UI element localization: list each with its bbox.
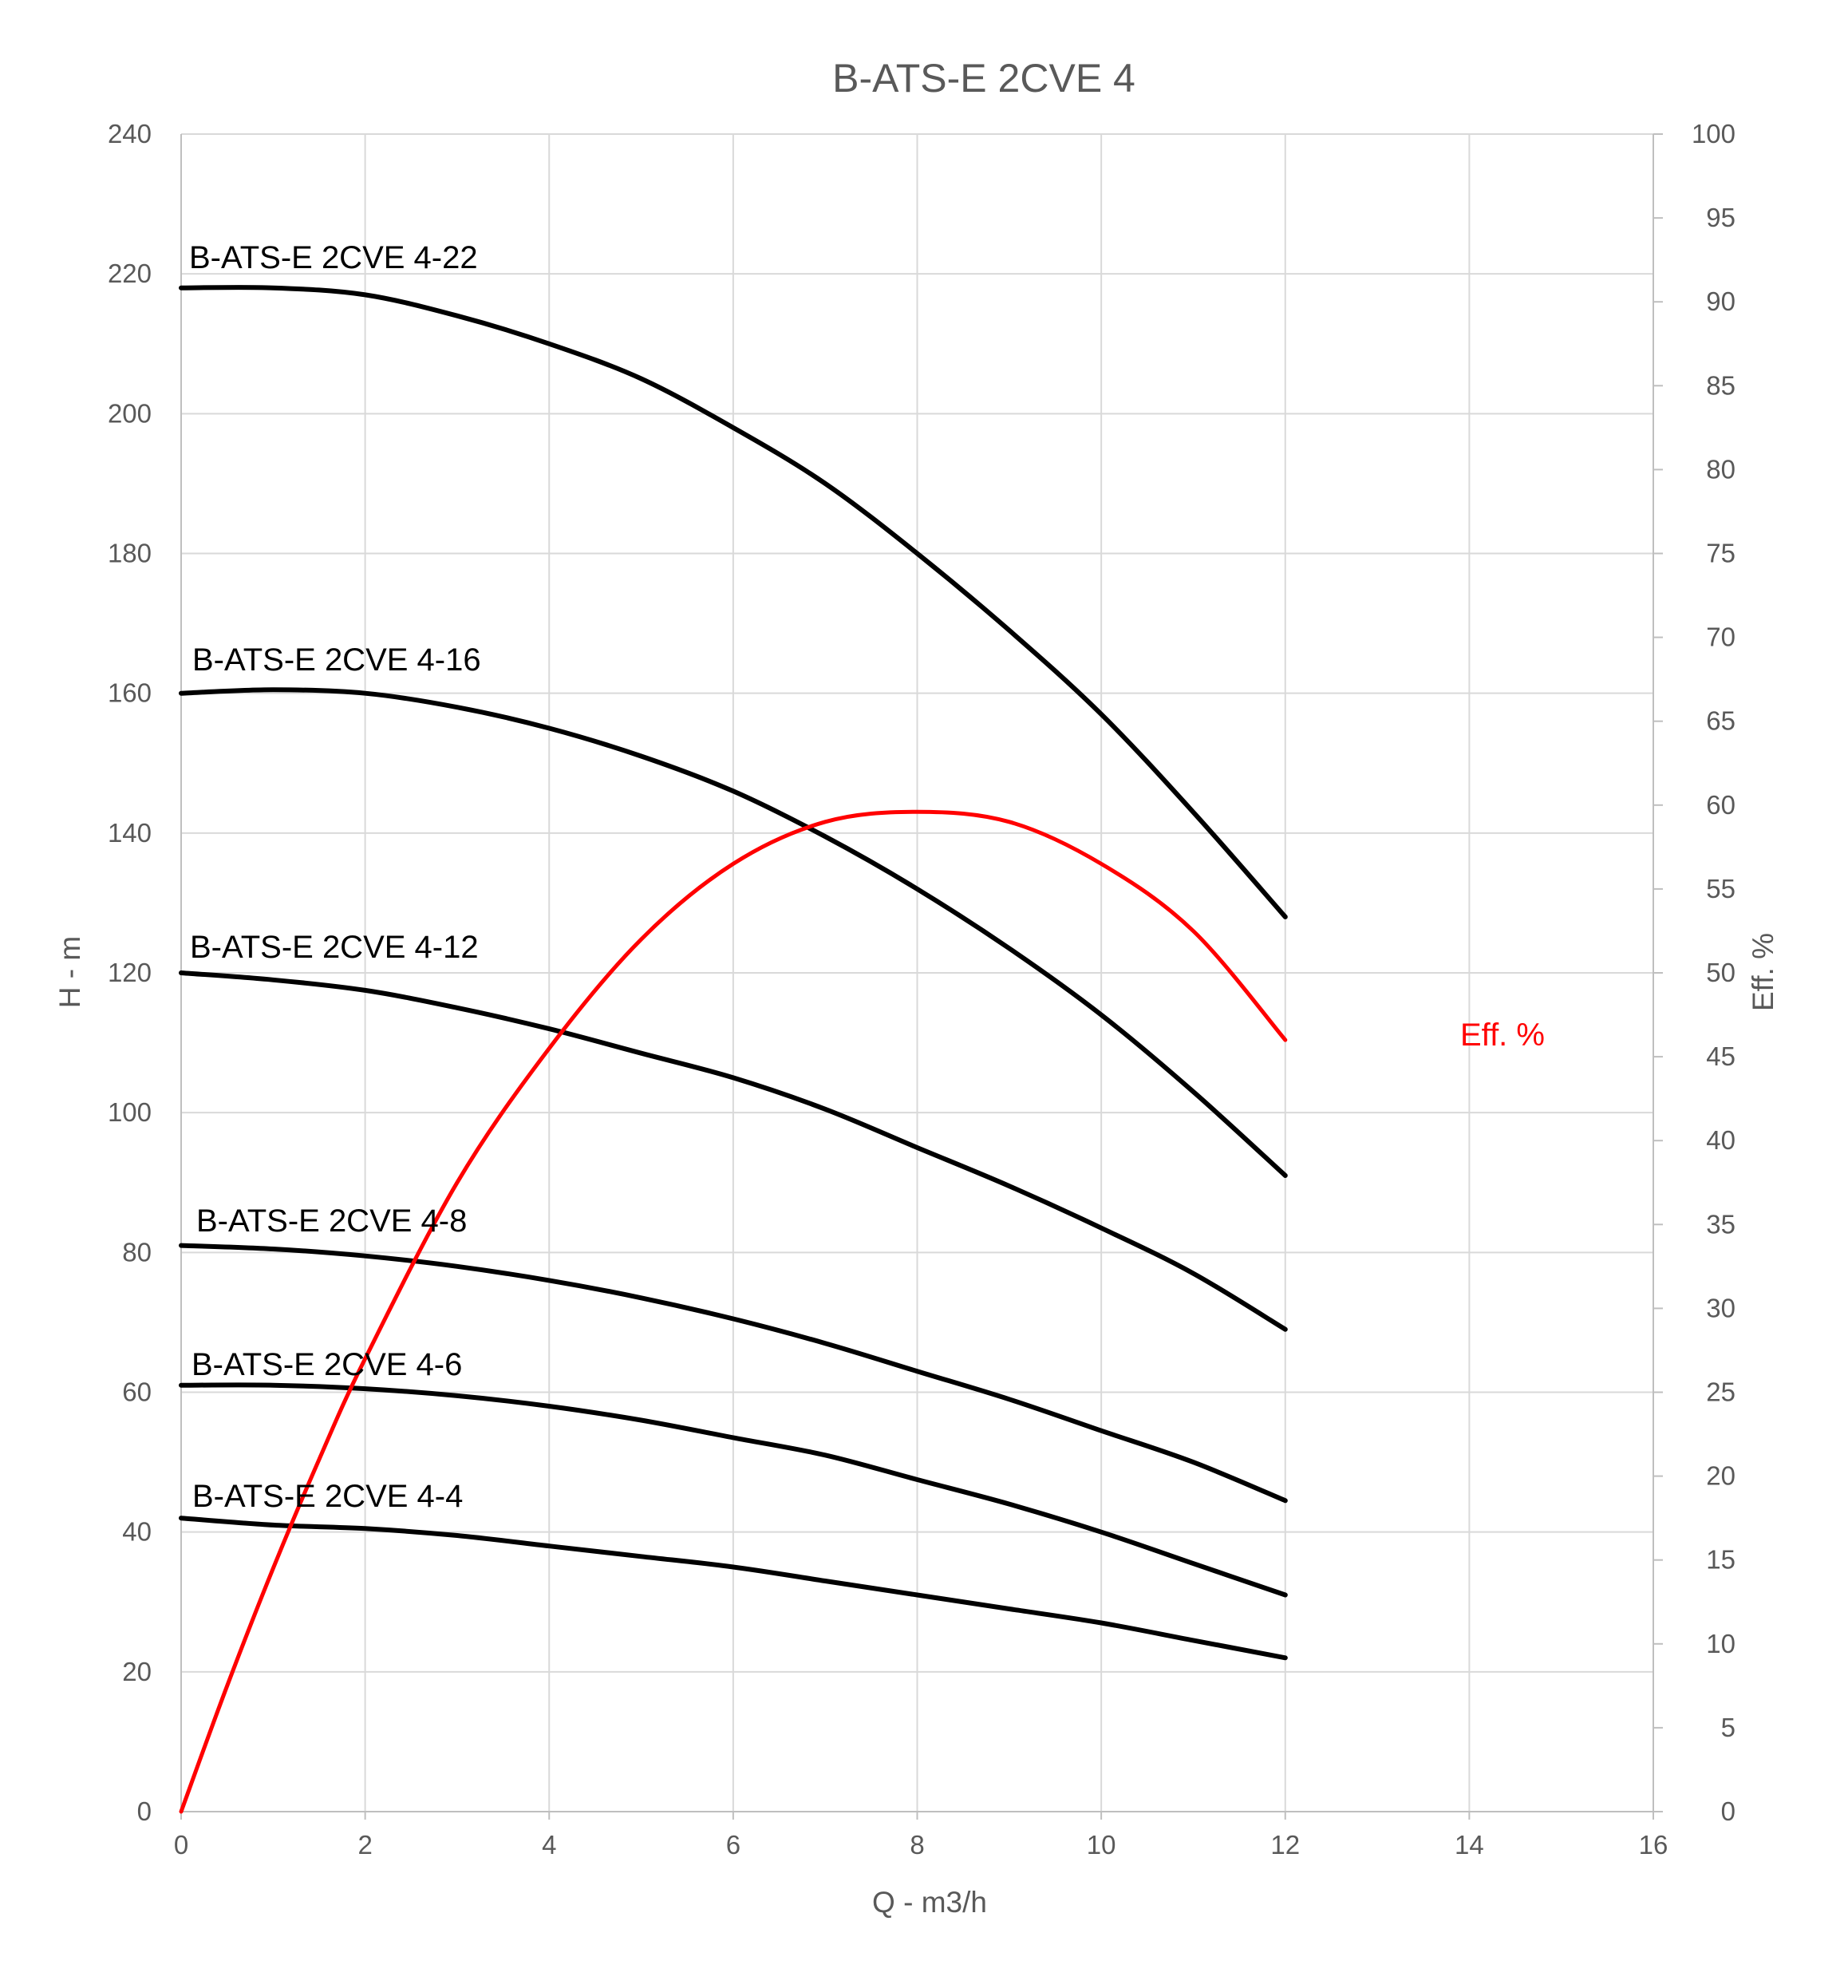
y-tick-label: 220 [108, 259, 152, 288]
y-tick-label: 0 [137, 1796, 152, 1826]
series-line-b-ats-e-2cve-4-22 [179, 285, 1288, 919]
y2-tick-label: 95 [1706, 203, 1735, 232]
y2-tick-label: 85 [1706, 370, 1735, 400]
chart-title: B-ATS-E 2CVE 4 [832, 56, 1135, 101]
y2-tick-label: 45 [1706, 1041, 1735, 1071]
x-tick-label: 16 [1639, 1830, 1668, 1860]
series-line-b-ats-e-2cve-4-16 [179, 687, 1288, 1178]
y-tick-label: 140 [108, 818, 152, 848]
y-tick-label: 20 [122, 1657, 152, 1686]
y2-tick-label: 35 [1706, 1209, 1735, 1239]
series-label-efficiency: Eff. % [1460, 1018, 1545, 1053]
x-tick-label: 10 [1087, 1830, 1116, 1860]
y2-tick-label: 65 [1706, 706, 1735, 736]
y-tick-label: 80 [122, 1237, 152, 1267]
x-tick-label: 6 [726, 1830, 740, 1860]
series-line-b-ats-e-2cve-4-8 [179, 1243, 1288, 1504]
y2-tick-label: 75 [1706, 539, 1735, 568]
series-label-b-ats-e-2cve-4-22: B-ATS-E 2CVE 4-22 [189, 240, 478, 275]
y-tick-label: 180 [108, 539, 152, 568]
series-line-b-ats-e-2cve-4-12 [179, 970, 1288, 1332]
series-line-b-ats-e-2cve-4-6 [179, 1382, 1288, 1598]
y2-tick-label: 0 [1721, 1796, 1735, 1826]
y2-tick-label: 55 [1706, 874, 1735, 903]
y2-tick-label: 80 [1706, 454, 1735, 484]
series-label-b-ats-e-2cve-4-6: B-ATS-E 2CVE 4-6 [192, 1347, 462, 1382]
y2-tick-label: 40 [1706, 1125, 1735, 1155]
y-tick-label: 120 [108, 958, 152, 987]
y2-tick-label: 30 [1706, 1293, 1735, 1322]
curve-labels: B-ATS-E 2CVE 4-22 B-ATS-E 2CVE 4-16 B-ATS-… [189, 240, 1545, 1514]
series-curves [179, 285, 1288, 1814]
y-axis-title: H - m [53, 936, 86, 1008]
x-axis-title: Q - m3/h [872, 1886, 987, 1919]
y2-tick-label: 25 [1706, 1377, 1735, 1407]
y-tick-label: 100 [108, 1097, 152, 1127]
gridlines [181, 133, 1654, 1812]
series-label-b-ats-e-2cve-4-4: B-ATS-E 2CVE 4-4 [192, 1479, 463, 1514]
x-tick-label: 0 [174, 1830, 188, 1860]
y2-tick-label: 15 [1706, 1545, 1735, 1575]
series-label-b-ats-e-2cve-4-16: B-ATS-E 2CVE 4-16 [192, 642, 481, 678]
x-tick-label: 14 [1455, 1830, 1484, 1860]
y2-tick-label: 90 [1706, 287, 1735, 316]
y-tick-label: 40 [122, 1517, 152, 1547]
series-line-eff [179, 809, 1288, 1814]
y2-tick-label: 100 [1692, 119, 1735, 148]
y-tick-label: 160 [108, 678, 152, 708]
x-tick-label: 4 [542, 1830, 556, 1860]
x-tick-label: 2 [357, 1830, 372, 1860]
y2-tick-label: 60 [1706, 790, 1735, 820]
y2-tick-label: 10 [1706, 1629, 1735, 1658]
x-tick-label: 12 [1270, 1830, 1300, 1860]
series-label-b-ats-e-2cve-4-12: B-ATS-E 2CVE 4-12 [190, 930, 479, 965]
y-tick-label: 200 [108, 398, 152, 428]
y2-axis-title: Eff. % [1747, 933, 1779, 1011]
y-tick-label: 60 [122, 1377, 152, 1407]
x-tick-label: 8 [910, 1830, 924, 1860]
y2-tick-label: 5 [1721, 1713, 1735, 1742]
y2-tick-label: 50 [1706, 958, 1735, 987]
series-label-b-ats-e-2cve-4-8: B-ATS-E 2CVE 4-8 [196, 1203, 467, 1239]
y2-tick-label: 20 [1706, 1461, 1735, 1491]
series-line-b-ats-e-2cve-4-4 [179, 1516, 1288, 1661]
axes: 0 2 4 6 8 10 12 14 16020406080100120140160180200… [108, 119, 1735, 1860]
y2-tick-label: 70 [1706, 622, 1735, 652]
y-tick-label: 240 [108, 119, 152, 148]
